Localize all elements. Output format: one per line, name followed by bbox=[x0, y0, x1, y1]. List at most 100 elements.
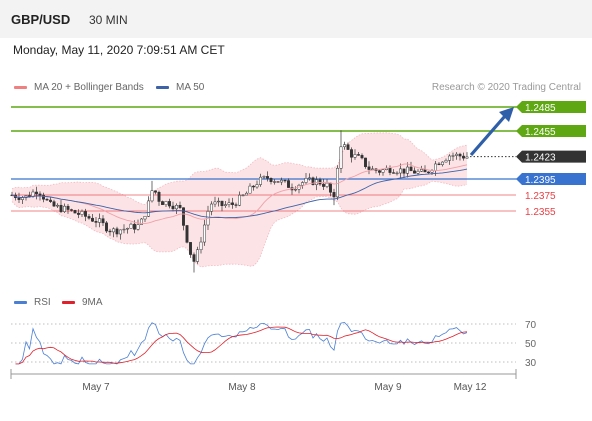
candle bbox=[399, 163, 402, 178]
currency-pair: GBP/USD bbox=[11, 12, 71, 27]
candle bbox=[49, 197, 52, 203]
candle-body bbox=[444, 160, 448, 163]
bollinger-lower-line bbox=[11, 180, 468, 268]
candle-body bbox=[406, 166, 409, 174]
candle bbox=[178, 201, 182, 210]
candle bbox=[322, 178, 325, 191]
candle-body bbox=[91, 217, 94, 222]
candle bbox=[217, 197, 220, 207]
candle-body bbox=[259, 176, 262, 185]
candle-body bbox=[143, 215, 147, 220]
header-bar: GBP/USD 30 MIN bbox=[0, 0, 592, 38]
candle-body bbox=[129, 223, 133, 229]
level-lines-layer bbox=[11, 106, 586, 212]
ma50-legend-label: MA 50 bbox=[176, 82, 205, 93]
candle bbox=[371, 165, 374, 170]
candle bbox=[367, 161, 371, 175]
candle-body bbox=[59, 204, 63, 212]
candle-body bbox=[458, 153, 462, 157]
candle-body bbox=[329, 182, 332, 193]
candle bbox=[105, 221, 108, 234]
candle-body bbox=[451, 155, 455, 157]
candle-body bbox=[455, 153, 458, 156]
pivot-tag-bg-3 bbox=[516, 173, 586, 185]
candle-body bbox=[87, 216, 91, 219]
moving-averages-layer bbox=[11, 163, 468, 225]
candle bbox=[91, 214, 94, 223]
forecast-arrow-head bbox=[499, 107, 514, 122]
candle-body bbox=[84, 211, 87, 217]
rsi-9ma-line bbox=[15, 326, 468, 365]
x-tick-label: May 12 bbox=[454, 382, 487, 393]
candle-body bbox=[119, 229, 122, 235]
candle bbox=[269, 177, 273, 185]
candle-body bbox=[80, 211, 84, 215]
candle-body bbox=[192, 254, 196, 262]
candle-body bbox=[353, 154, 357, 158]
candle-body bbox=[77, 212, 80, 215]
candle-body bbox=[252, 185, 255, 188]
candle bbox=[392, 169, 395, 174]
candle bbox=[150, 180, 154, 203]
candle bbox=[294, 186, 297, 192]
candle-body bbox=[325, 182, 329, 187]
candle bbox=[136, 219, 140, 231]
candle bbox=[252, 185, 255, 191]
candle bbox=[465, 152, 469, 159]
candle bbox=[441, 161, 444, 167]
candle-body bbox=[311, 177, 315, 185]
candle bbox=[357, 151, 360, 156]
candle bbox=[241, 194, 245, 197]
candle bbox=[280, 177, 283, 186]
candle bbox=[143, 215, 147, 223]
ma50-swatch bbox=[156, 86, 169, 89]
candle-body bbox=[283, 179, 287, 182]
candle bbox=[213, 196, 217, 208]
candle-body bbox=[395, 172, 399, 175]
candle bbox=[108, 228, 112, 236]
candle-body bbox=[49, 199, 52, 202]
candle bbox=[126, 227, 129, 234]
candle-body bbox=[437, 163, 441, 165]
candle bbox=[220, 200, 224, 212]
candle-body bbox=[157, 191, 161, 202]
candle bbox=[276, 181, 280, 183]
candle bbox=[402, 168, 406, 179]
candle-body bbox=[248, 185, 252, 194]
candle-body bbox=[213, 201, 217, 205]
support-label-4: 1.2375 bbox=[525, 191, 556, 202]
candle-body bbox=[304, 178, 308, 183]
forecast-arrow-shaft bbox=[469, 114, 507, 157]
candle bbox=[332, 188, 336, 206]
candle-body bbox=[101, 218, 105, 224]
candle bbox=[301, 181, 304, 189]
candle-body bbox=[147, 200, 150, 217]
level-labels-layer: 1.2485 1.2455 1.2423 1.2395 1.2375 1.2355 bbox=[516, 101, 586, 218]
current-label-2: 1.2423 bbox=[525, 153, 556, 164]
candle-body bbox=[357, 154, 360, 156]
candle-body bbox=[185, 225, 189, 243]
current-price-tag-2: 1.2423 bbox=[516, 150, 586, 164]
candle bbox=[255, 180, 259, 189]
candle bbox=[45, 197, 49, 201]
candle-body bbox=[175, 204, 178, 210]
candle bbox=[259, 173, 262, 187]
resistance-tag-bg-0 bbox=[516, 101, 586, 113]
x-axis: May 7 May 8 May 9 May 12 bbox=[10, 369, 517, 393]
candle bbox=[308, 173, 311, 181]
candle-body bbox=[262, 176, 266, 178]
resistance-label-0: 1.2485 bbox=[525, 103, 556, 114]
candle-body bbox=[420, 168, 423, 172]
candle bbox=[353, 149, 357, 160]
x-tick-label: May 8 bbox=[228, 382, 256, 393]
candle-body bbox=[378, 170, 381, 173]
candle bbox=[448, 154, 451, 165]
candle bbox=[73, 209, 77, 214]
candle-body bbox=[388, 167, 392, 173]
candle bbox=[80, 209, 84, 218]
candle bbox=[157, 190, 161, 206]
candle bbox=[56, 203, 59, 209]
candle bbox=[119, 229, 122, 240]
rsi-legend-rsi: RSI bbox=[14, 297, 51, 308]
